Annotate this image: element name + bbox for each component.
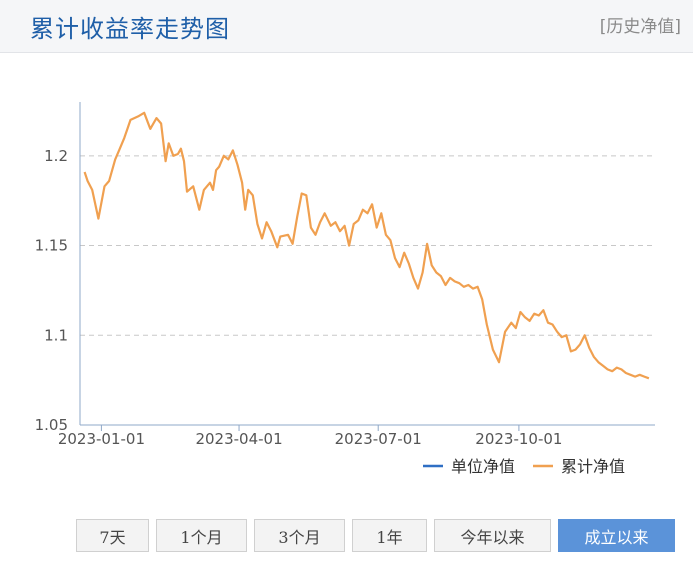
- y-tick-label: 1.1: [44, 326, 68, 344]
- y-tick-label: 1.15: [35, 237, 68, 255]
- x-tick-label: 2023-07-01: [335, 430, 422, 448]
- legend-label-0[interactable]: 单位净值: [451, 457, 515, 476]
- history-nav-link[interactable]: [历史净值]: [599, 17, 681, 37]
- grid-lines: [80, 155, 655, 336]
- x-tick-label: 2023-01-01: [58, 430, 145, 448]
- range-button-ytd[interactable]: 今年以来: [434, 519, 551, 552]
- range-button-1m[interactable]: 1个月: [156, 519, 247, 552]
- chart-axes: 1.05 1.1 1.15 1.2 2023-01-01 2023-04-01 2023-0…: [35, 102, 655, 448]
- range-button-3m[interactable]: 3个月: [254, 519, 345, 552]
- series-line-1: [83, 111, 650, 380]
- range-button-1y[interactable]: 1年: [352, 519, 427, 552]
- cumulative-return-chart: 1.05 1.1 1.15 1.2 2023-01-01 2023-04-01 2023-0…: [35, 102, 655, 476]
- range-button-since-inception[interactable]: 成立以来: [558, 519, 675, 552]
- x-tick-label: 2023-04-01: [195, 430, 282, 448]
- y-tick-label: 1.05: [35, 416, 68, 434]
- y-tick-label: 1.2: [44, 147, 68, 165]
- range-button-7d[interactable]: 7天: [76, 519, 149, 552]
- chart-legend[interactable]: 单位净值 累计净值: [423, 457, 625, 476]
- x-tick-label: 2023-10-01: [475, 430, 562, 448]
- chart-header: 累计收益率走势图 [历史净值]: [0, 0, 693, 53]
- chart-title: 累计收益率走势图: [30, 15, 230, 43]
- legend-label-1[interactable]: 累计净值: [561, 457, 625, 476]
- chart-series: [83, 111, 650, 380]
